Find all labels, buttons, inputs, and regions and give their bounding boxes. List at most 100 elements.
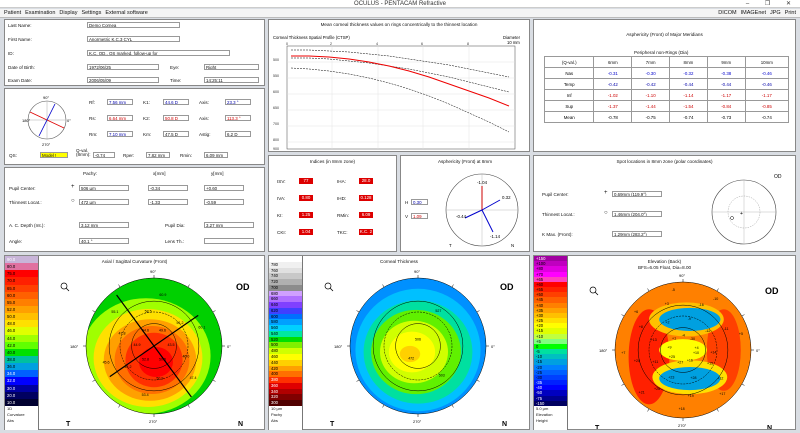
asph-col-header: 6mm	[593, 56, 633, 68]
k-row-axis[interactable]: 23.3 °	[225, 99, 251, 105]
index-label: CKI:	[277, 230, 286, 235]
k-row-axis[interactable]: 6.2 D	[225, 131, 251, 137]
rper-field[interactable]: 7.82 mm	[146, 152, 170, 158]
last-name-label: Last Name:	[8, 23, 32, 28]
menu-examination[interactable]: Examination	[25, 10, 56, 16]
thinnest-icon: ○	[71, 198, 75, 204]
k-row-radius[interactable]: 7.56 mm	[107, 99, 133, 105]
eye-field[interactable]: Right	[204, 64, 259, 70]
asph8-h-field[interactable]: 0.30	[411, 199, 428, 205]
scale-step: +150	[534, 256, 567, 262]
k-row-axis[interactable]: 113.3 °	[225, 115, 251, 121]
map-value-label: +27	[677, 360, 683, 364]
spot-diagram: + OD	[711, 174, 782, 245]
index-value: 77	[299, 178, 313, 184]
axial-map[interactable]: 90° 270° 180° 0° OD T N 43.5 46.0 47.4 50.5 50.9 53.…	[43, 266, 265, 429]
scale-step: 65.0	[5, 284, 38, 292]
thinnest-pachy[interactable]: 472 µm	[79, 199, 129, 205]
time-field[interactable]: 14:25:11	[204, 77, 259, 83]
k-row-dioptre[interactable]: 47.5 D	[163, 131, 189, 137]
map-value-label: +19	[688, 394, 694, 398]
lens-field[interactable]	[204, 238, 254, 244]
scale-unit-3: Height	[534, 417, 567, 424]
thickness-chart-xunit: 10 mm	[507, 40, 520, 45]
scale-step: 55.0	[5, 298, 38, 306]
map-value-label: +8	[639, 325, 643, 329]
index-label: IVA:	[277, 196, 286, 201]
map-value-label: -10	[713, 297, 718, 301]
pupil-center-x[interactable]: -0.34	[148, 185, 188, 191]
k-row-dioptre[interactable]: 50.8 D	[163, 115, 189, 121]
map-value-label: +13	[651, 338, 657, 342]
rmin-field[interactable]: 6.09 mm	[204, 152, 228, 158]
index-value: 6.09	[359, 212, 373, 218]
svg-text:4: 4	[376, 42, 378, 46]
scale-step: 400	[269, 371, 302, 378]
pachy-title: Corneal Thickness	[380, 259, 418, 264]
menu-display[interactable]: Display	[59, 10, 78, 16]
k-row-radius[interactable]: 6.64 mm	[107, 115, 133, 121]
k-row-label: Axis:	[199, 100, 209, 105]
elev-map[interactable]: 90° 270° 180° 0° OD T N +10 +15 +12 +17 +16 +28 +19 +1…	[572, 270, 794, 429]
spot-thin-icon: ○	[604, 210, 608, 216]
index-value: 1.04	[299, 229, 313, 235]
asph-col-header: 9mm	[706, 56, 746, 68]
pupil-center-y[interactable]: +0.60	[204, 185, 244, 191]
scale-step: -10	[534, 354, 567, 360]
map-value-label: 50.5	[159, 358, 166, 362]
asph-meridians-title: Asphericity (Front) of Major Meridians	[626, 32, 703, 37]
menu-patient[interactable]: Patient	[4, 10, 22, 16]
scale-step: +35	[534, 307, 567, 313]
index-value: 0.128	[359, 195, 373, 201]
qs-field[interactable]: Model !	[40, 152, 68, 158]
zoom-icon[interactable]	[589, 286, 597, 294]
thinnest-y[interactable]: -0.59	[204, 199, 244, 205]
spot-kmax-field[interactable]: 1.29mm (283.2°)	[612, 231, 662, 237]
qval-label: Q-val. (8mm):	[76, 148, 91, 157]
map-axial-panel: 90.0 80.0 75.0 70.0 65.0 60.0 55.0 52.0 50.0 48.0…	[4, 255, 265, 430]
rmin-label: Rmin:	[180, 153, 192, 158]
zoom-icon[interactable]	[60, 282, 68, 290]
pupil-dia-field[interactable]: 3.27 mm	[204, 222, 254, 228]
map-value-label: +20	[634, 359, 640, 363]
menu-imagenet[interactable]: IMAGEnet	[740, 10, 766, 16]
k-row-radius[interactable]: 7.10 mm	[107, 131, 133, 137]
menu-jpg[interactable]: JPG	[769, 10, 781, 16]
asph8-v-field[interactable]: 1.09	[411, 213, 428, 219]
asph-table-title: Peripheral non-Rings (Dia)	[634, 50, 689, 55]
menu-print[interactable]: Print	[784, 10, 796, 16]
pupil-center-pachy[interactable]: 506 µm	[79, 185, 129, 191]
k-row-dioptre[interactable]: 44.6 D	[163, 99, 189, 105]
map-value-label: +1	[672, 337, 676, 341]
scale-step: +5	[534, 338, 567, 344]
scale-step: 600	[269, 313, 302, 320]
indices-panel: Indices (in 8mm zone) ISV: 77 IHA: 28.0 IV…	[268, 155, 397, 252]
k-row-label: Rm:	[89, 132, 98, 137]
id-field[interactable]: K.C. OD., OS marked, follow-up for	[87, 50, 230, 56]
exam-date-field[interactable]: 2006/05/09	[87, 77, 159, 83]
zoom-icon[interactable]	[324, 282, 332, 290]
acd-field[interactable]: 3.12 mm	[79, 222, 129, 228]
axis-compass: 90° 0° 180° 270°	[22, 95, 71, 147]
window-controls[interactable]: – ❐ ✕	[745, 1, 798, 7]
menu-external[interactable]: External software	[105, 10, 148, 16]
map-value-label: -16	[699, 303, 704, 307]
pachy-map[interactable]: 90° 270° 180° 0° OD T N 506 472 527 503	[307, 266, 529, 429]
spot-pupil-field[interactable]: 0.69mm (119.9°)	[612, 191, 662, 197]
first-name-field[interactable]: Anormetric K.C.3 CYL	[87, 36, 180, 42]
map-value-label: +15	[707, 361, 713, 365]
map-deg-top: 90°	[150, 269, 156, 274]
qval-field[interactable]: -0.74	[93, 152, 115, 158]
dob-field[interactable]: 1972/06/25	[87, 64, 159, 70]
scale-step: +40	[534, 302, 567, 308]
spot-thin-field[interactable]: 1.46mm (204.0°)	[612, 211, 662, 217]
spot-kmax-label: K Max. (Front):	[542, 232, 573, 237]
last-name-field[interactable]: Demo Cornea	[87, 22, 180, 28]
angle-field[interactable]: 40.1 °	[79, 238, 129, 244]
thinnest-x[interactable]: -1.33	[148, 199, 188, 205]
menu-dicom[interactable]: DICOM	[718, 10, 737, 16]
scale-step: 360	[269, 382, 302, 389]
menu-settings[interactable]: Settings	[81, 10, 102, 16]
svg-text:650: 650	[273, 106, 279, 110]
id-label: ID:	[8, 51, 14, 56]
